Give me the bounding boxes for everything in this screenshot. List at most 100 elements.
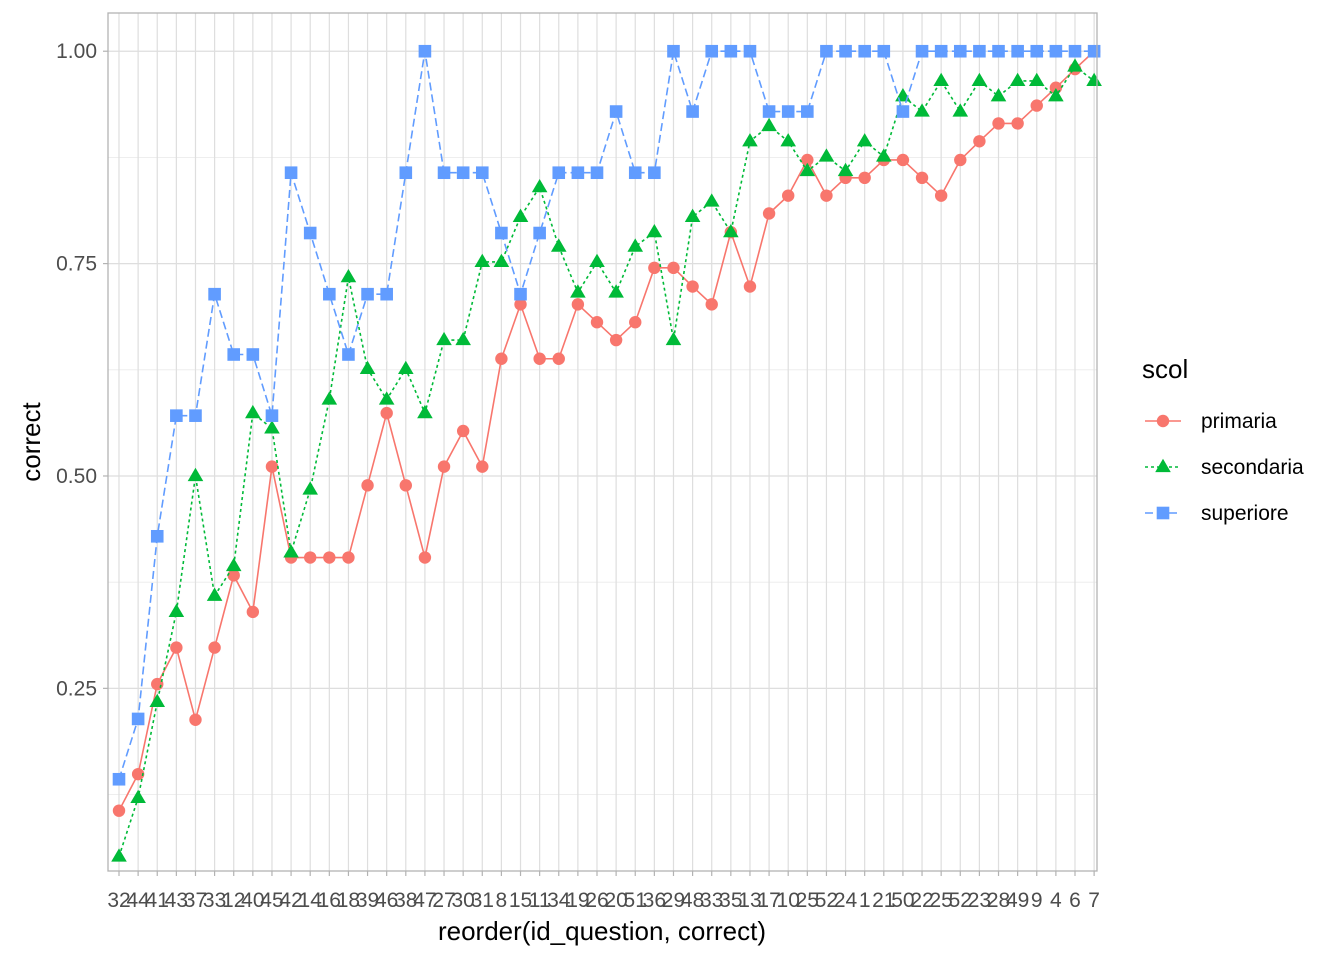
x-tick-label: 26 (585, 889, 608, 912)
data-point-superiore (724, 44, 738, 58)
x-tick-label: 42 (279, 889, 302, 912)
legend-label: secondaria (1201, 456, 1304, 479)
data-point-secondaria (1067, 58, 1083, 72)
data-point-superiore (514, 287, 527, 301)
data-point-secondaria (742, 133, 758, 147)
data-point-superiore (1049, 44, 1063, 58)
data-point-superiore (1068, 44, 1082, 58)
data-point-secondaria (550, 238, 567, 252)
data-point-primaria (495, 352, 508, 365)
x-axis-ticks: 3244414337331240454214161839463847273031… (107, 871, 1100, 912)
series-line-superiore (118, 50, 1095, 780)
data-point-superiore (667, 44, 680, 58)
x-tick-label: 40 (241, 889, 264, 912)
x-tick-label: 31 (471, 889, 494, 912)
legend-item-superiore: superiore (1145, 502, 1289, 525)
x-tick-label: 33 (203, 889, 226, 912)
data-point-primaria (552, 352, 565, 365)
data-point-superiore (1030, 44, 1044, 58)
data-point-superiore (303, 226, 317, 240)
data-point-primaria (227, 569, 240, 582)
data-point-secondaria (187, 467, 204, 482)
legend-items: primaria secondaria superiore (1145, 410, 1304, 525)
data-point-superiore (992, 44, 1005, 58)
plot-panel (107, 12, 1102, 872)
data-point-primaria (629, 316, 642, 329)
data-point-secondaria (340, 268, 357, 283)
data-point-superiore (915, 44, 929, 58)
x-tick-label: 38 (394, 889, 417, 912)
legend-label: primaria (1201, 410, 1277, 433)
data-point-superiore (762, 105, 776, 118)
data-point-secondaria (206, 587, 223, 601)
data-point-superiore (189, 409, 202, 422)
data-point-secondaria (665, 331, 682, 346)
x-tick-label: 44 (126, 889, 150, 912)
data-point-secondaria (1086, 72, 1102, 87)
major-gridlines (108, 13, 1097, 871)
data-point-superiore (456, 166, 470, 180)
y-tick-label: 0.50 (56, 465, 97, 488)
x-tick-label: 8 (496, 889, 508, 912)
x-tick-label: 22 (910, 889, 933, 912)
data-point-primaria (992, 117, 1005, 130)
y-axis-title: correct (16, 401, 46, 481)
x-tick-label: 19 (566, 889, 589, 912)
x-tick-label: 43 (165, 889, 188, 912)
data-point-superiore (361, 287, 374, 301)
data-point-superiore (418, 44, 432, 58)
data-point-superiore (801, 105, 814, 118)
y-axis-ticks: 0.25 0.50 0.75 1.00 (56, 40, 108, 700)
data-point-secondaria (512, 208, 529, 222)
data-point-superiore (609, 105, 623, 118)
data-point-primaria (762, 207, 776, 220)
data-point-secondaria (359, 360, 376, 375)
data-point-secondaria (799, 162, 816, 177)
data-point-superiore (953, 44, 967, 58)
data-point-secondaria (971, 72, 988, 87)
data-point-superiore (112, 772, 126, 786)
x-tick-label: 35 (719, 889, 742, 912)
data-point-primaria (456, 424, 470, 438)
data-point-secondaria (168, 603, 185, 617)
data-point-secondaria (474, 253, 491, 267)
plot-background (108, 13, 1097, 871)
data-point-primaria (571, 298, 585, 311)
plot-border (107, 12, 1098, 872)
data-point-primaria (514, 298, 527, 311)
data-point-primaria (1011, 117, 1024, 130)
data-point-superiore (131, 712, 145, 726)
x-tick-label: 30 (451, 889, 474, 912)
x-tick-label: 29 (662, 889, 685, 912)
data-point-primaria (1030, 99, 1043, 112)
x-tick-label: 13 (738, 889, 761, 912)
data-point-primaria (380, 406, 393, 420)
data-point-secondaria (1028, 72, 1045, 87)
data-point-superiore (342, 348, 355, 361)
x-tick-label: 14 (299, 889, 323, 912)
data-point-superiore (475, 166, 489, 180)
data-point-superiore (705, 44, 719, 58)
data-point-primaria (648, 261, 661, 275)
x-tick-label: 28 (987, 889, 1010, 912)
series-secondaria (111, 58, 1102, 862)
data-point-secondaria (493, 253, 510, 267)
data-point-primaria (609, 333, 623, 347)
x-tick-label: 47 (413, 889, 436, 912)
data-point-primaria (954, 153, 967, 167)
series-line-primaria (118, 50, 1095, 812)
data-point-secondaria (933, 72, 949, 87)
data-point-secondaria (990, 88, 1007, 102)
data-point-primaria (399, 479, 412, 492)
data-point-primaria (208, 641, 221, 654)
data-point-superiore (781, 105, 795, 118)
data-point-superiore (246, 348, 260, 361)
legend-item-secondaria: secondaria (1145, 456, 1304, 479)
data-point-primaria (915, 171, 929, 185)
data-point-superiore (934, 44, 948, 58)
x-tick-label: 25 (796, 889, 819, 912)
data-point-primaria (170, 641, 183, 654)
data-point-primaria (705, 298, 718, 311)
x-tick-label: 36 (643, 889, 666, 912)
data-point-secondaria (876, 148, 892, 162)
